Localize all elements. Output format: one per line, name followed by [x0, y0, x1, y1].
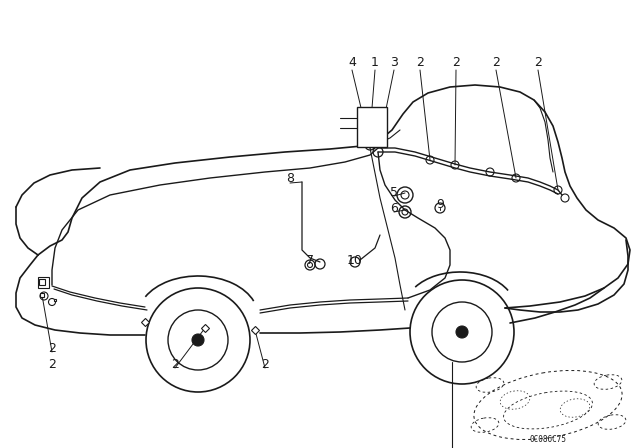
Text: 6: 6: [390, 202, 398, 215]
Text: 5: 5: [390, 185, 398, 198]
Text: 10: 10: [347, 254, 363, 267]
Circle shape: [456, 326, 468, 338]
Text: 3: 3: [390, 56, 398, 69]
Text: 2: 2: [48, 358, 56, 370]
Text: 0C086C75: 0C086C75: [529, 435, 566, 444]
Text: 1: 1: [371, 56, 379, 69]
Circle shape: [192, 334, 204, 346]
Text: 4: 4: [348, 56, 356, 69]
Text: 2: 2: [171, 358, 179, 370]
Text: 2: 2: [452, 56, 460, 69]
FancyBboxPatch shape: [357, 107, 387, 147]
Text: 7: 7: [306, 254, 314, 267]
Text: 2: 2: [48, 341, 56, 354]
FancyBboxPatch shape: [38, 277, 49, 289]
Text: 2: 2: [492, 56, 500, 69]
Text: 2: 2: [261, 358, 269, 370]
Text: 2: 2: [416, 56, 424, 69]
Text: 2: 2: [534, 56, 542, 69]
Text: 9: 9: [436, 198, 444, 211]
Text: 8: 8: [286, 172, 294, 185]
